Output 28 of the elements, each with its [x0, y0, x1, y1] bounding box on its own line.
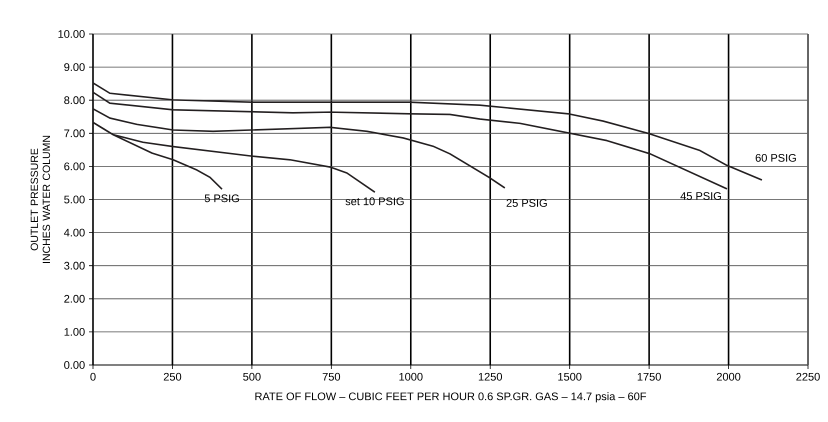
x-tick-label: 1750 [638, 372, 661, 381]
x-tick-label: 1500 [558, 372, 582, 381]
series-label: 25 PSIG [506, 199, 547, 207]
x-tick-label: 250 [164, 372, 182, 381]
series-label: set 10 PSIG [346, 197, 404, 206]
y-axis-title: OUTLET PRESSURE INCHES WATER COLUMN [30, 136, 50, 263]
x-tick-label: 750 [322, 372, 340, 381]
y-tick-label: 8.00 [64, 96, 85, 104]
y-tick-label: 9.00 [64, 63, 85, 71]
x-tick-label: 500 [243, 372, 261, 381]
y-tick-label: 3.00 [64, 262, 85, 270]
x-tick-label: 1000 [399, 372, 423, 381]
series-label: 45 PSIG [680, 192, 721, 200]
x-tick-label: 1250 [478, 372, 502, 381]
y-tick-label: 10.00 [58, 30, 85, 38]
y-tick-label: 2.00 [64, 294, 85, 303]
x-tick-label: 2250 [796, 372, 820, 381]
x-axis-title: RATE OF FLOW – CUBIC FEET PER HOUR 0.6 SP.GR. GAS – 14.7 psia – 60F [255, 392, 646, 402]
y-tick-label: 0.00 [64, 361, 85, 369]
y-tick-label: 6.00 [64, 162, 85, 170]
y-tick-label: 7.00 [64, 129, 85, 138]
y-tick-label: 5.00 [64, 196, 85, 204]
y-tick-label: 1.00 [64, 328, 85, 336]
series-label: 60 PSIG [756, 154, 796, 162]
x-tick-label: 0 [90, 372, 96, 381]
y-tick-label: 4.00 [64, 228, 85, 236]
series-label: 5 PSIG [204, 194, 239, 202]
x-tick-label: 2000 [716, 372, 740, 381]
